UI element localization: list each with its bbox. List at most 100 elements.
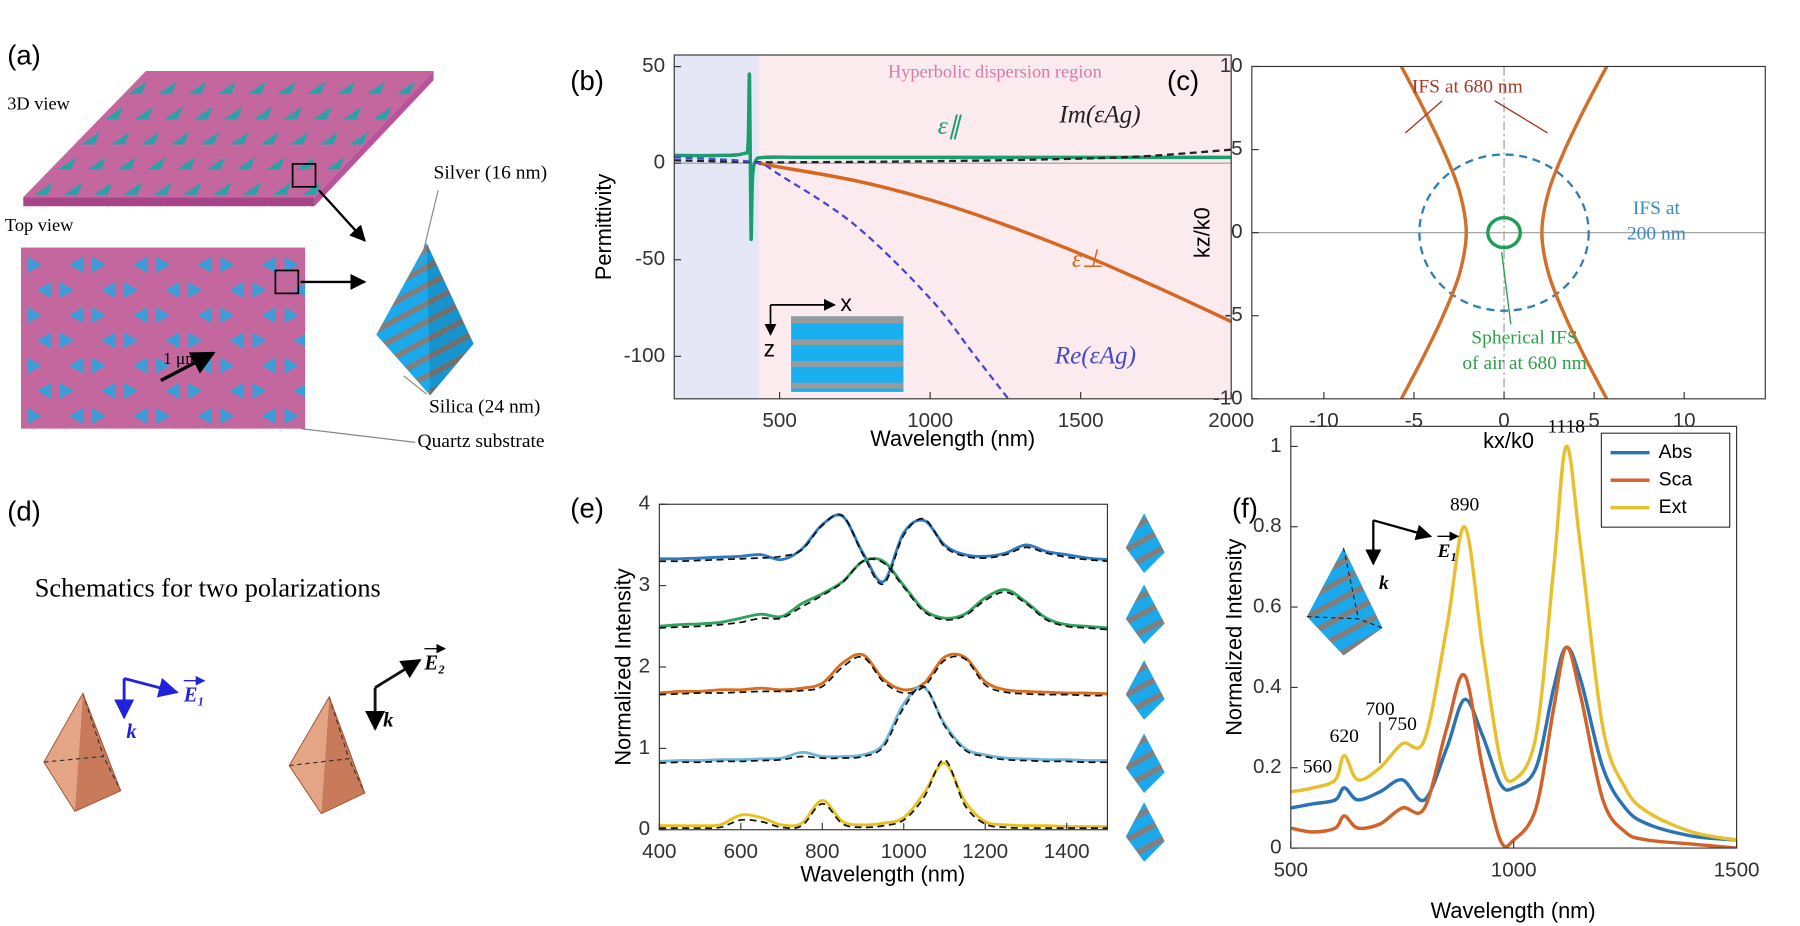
e-arrow [374,658,422,689]
region-label: Hyperbolic dispersion region [888,62,1102,82]
series-line [674,156,1010,399]
y-axis-title: Permittivity [591,174,616,281]
x-tick-label: 1000 [1491,858,1537,881]
y-axis-title: Normalized Intensity [1222,538,1247,735]
wavevector-label: k [126,721,137,743]
pyramid-face [426,242,474,396]
y-tick-label: 0 [1231,220,1242,243]
plot-frame [658,503,1109,831]
layer [791,339,904,345]
caption: Schematics for two polarizations [35,573,381,602]
pyramid-face [321,696,365,814]
slab-side [23,197,315,207]
series-line [1290,645,1737,842]
e-arrow [1373,519,1433,541]
material-label: Silver (16 nm) [434,163,548,184]
chart: 400 600 800 1000 1200 1400 0 1 2 3 4 Wavelength (nm… [570,492,1109,886]
series-label: Im(εAg) [1058,102,1140,129]
x-tick-label: 10 [1673,409,1696,432]
x-tick-label: 600 [724,840,758,863]
region [674,55,759,399]
leader [1404,100,1443,134]
pyramid-icon [1125,660,1165,720]
series-line [659,758,1108,830]
chart: -10 -5 0 5 10 -10 -5 0 5 10 kx/k0 kz/k0 (c) IFS at 68… [1167,54,1766,453]
y-tick-label: 1 [639,736,650,759]
x-tick-label: 1500 [1058,409,1104,432]
pyramid-face [43,693,83,812]
y-tick-label: 50 [642,54,665,77]
x-tick-label: 2000 [1208,409,1254,432]
y-tick-label: -10 [1213,386,1243,409]
x-tick-label: 400 [642,840,676,863]
slab-top [23,71,434,198]
series-line [659,556,1108,630]
circle-curve [1486,215,1522,250]
inset-b: x z [764,290,904,392]
legend-label: Sca [1659,468,1693,490]
arrow [318,189,366,242]
inset-f: E₁ k [1306,519,1460,656]
plot-frame [673,54,1232,400]
series-label: Re(εAg) [1054,342,1136,369]
view-label: 3D view [7,94,70,114]
leader [1494,100,1548,134]
x-axis-title: Wavelength (nm) [800,861,965,886]
y-tick-label: 10 [1220,54,1243,77]
y-tick-label: 0.4 [1253,675,1282,698]
series-line [659,513,1108,584]
series-label: ε⊥ [1072,246,1104,273]
x-axis-title: Wavelength (nm) [1431,898,1596,923]
panel-d: (d) Schematics for two polarizations E₁ … [7,496,446,815]
top-view [20,247,306,429]
pyramid [1306,547,1383,656]
pyramid-edge [43,692,122,812]
chart: Hyperbolic dispersion region ε∥ Im(εAg) ε⊥ R… [570,54,1254,451]
panel-label: (c) [1167,65,1199,96]
wavevector-label: k [1379,573,1389,594]
x-tick-label: 0 [1498,409,1509,432]
x-tick-label: 1000 [881,840,927,863]
y-tick-label: 0 [654,151,665,174]
peak-label: 560 [1303,756,1332,777]
leader [300,428,416,443]
y-tick-label: 4 [639,492,650,515]
y-tick-label: 0.2 [1253,755,1282,778]
x-tick-label: 1200 [962,840,1008,863]
pyramid-face [289,696,330,814]
y-tick-label: -5 [1224,303,1242,326]
wavevector-label: k [383,710,394,732]
panel-label: (a) [7,40,41,71]
pyramid-icon [1125,802,1165,862]
series-line [659,655,1108,697]
plot-area [659,513,1108,830]
scale-label: 1 μm [163,349,199,368]
x-tick-label: 1400 [1044,840,1090,863]
zoom-box [291,163,317,188]
x-tick-label: 800 [805,840,839,863]
series-line [758,161,1232,324]
y-tick-label: -50 [635,247,665,270]
plot-area [1251,66,1766,399]
series-line [659,652,1108,696]
peak-label: 750 [1388,714,1417,735]
pyramid-icon [1125,584,1165,645]
y-tick-label: 0 [639,817,650,840]
e-arrow [123,677,179,698]
series-line [1290,444,1737,842]
y-tick-label: 0 [1270,836,1281,859]
hidden-edge [43,693,122,792]
legend-label: Abs [1659,441,1693,463]
annotation: IFS at [1633,198,1681,219]
slab-side [314,71,434,207]
pyramid-edge [288,695,366,815]
x-tick-label: 1000 [907,409,953,432]
annotation: of air at 680 nm [1462,353,1586,374]
panel-a: (a) 3D view Top view 1 μm Silver (16 nm)… [5,40,547,452]
x-axis-title: Wavelength (nm) [870,426,1035,451]
x-tick-label: 5 [1588,409,1599,432]
zoom-box [274,269,300,295]
layer [791,382,904,389]
x-tick-label: 1500 [1714,858,1760,881]
